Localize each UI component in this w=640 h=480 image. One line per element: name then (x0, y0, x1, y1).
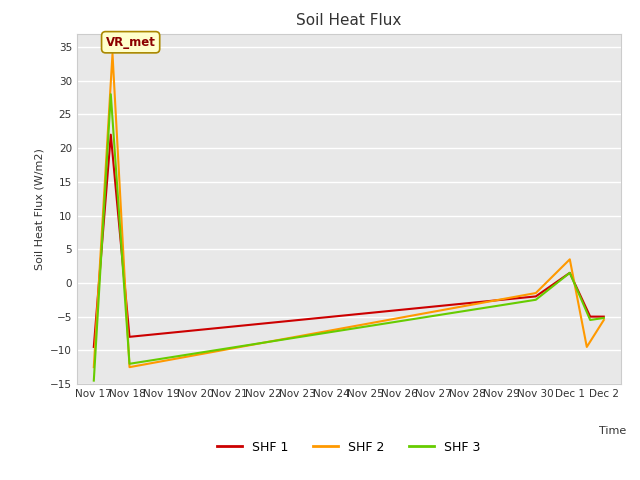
SHF 1 (586, 314, 594, 320)
Line: SHF 1: SHF 1 (94, 135, 604, 347)
SHF 2 (109, 51, 116, 57)
SHF 3 (90, 378, 98, 384)
SHF 3 (566, 270, 573, 276)
SHF 1 (90, 344, 98, 350)
SHF 2 (90, 364, 98, 370)
SHF 3 (586, 317, 594, 323)
SHF 2 (566, 256, 573, 262)
SHF 1 (532, 293, 540, 300)
SHF 2 (125, 364, 133, 370)
Text: VR_met: VR_met (106, 36, 156, 49)
Line: SHF 2: SHF 2 (94, 54, 604, 367)
SHF 3 (532, 297, 540, 303)
SHF 3 (125, 361, 133, 367)
Line: SHF 3: SHF 3 (94, 94, 604, 381)
SHF 1 (566, 270, 573, 276)
Legend: SHF 1, SHF 2, SHF 3: SHF 1, SHF 2, SHF 3 (212, 436, 486, 459)
SHF 1 (125, 334, 133, 340)
SHF 1 (107, 132, 115, 138)
SHF 2 (583, 344, 591, 350)
Title: Soil Heat Flux: Soil Heat Flux (296, 13, 401, 28)
SHF 2 (600, 317, 607, 323)
Y-axis label: Soil Heat Flux (W/m2): Soil Heat Flux (W/m2) (35, 148, 44, 270)
SHF 3 (600, 315, 607, 321)
SHF 2 (532, 290, 540, 296)
SHF 1 (600, 314, 607, 320)
Text: Time: Time (599, 426, 626, 436)
SHF 3 (107, 91, 115, 97)
